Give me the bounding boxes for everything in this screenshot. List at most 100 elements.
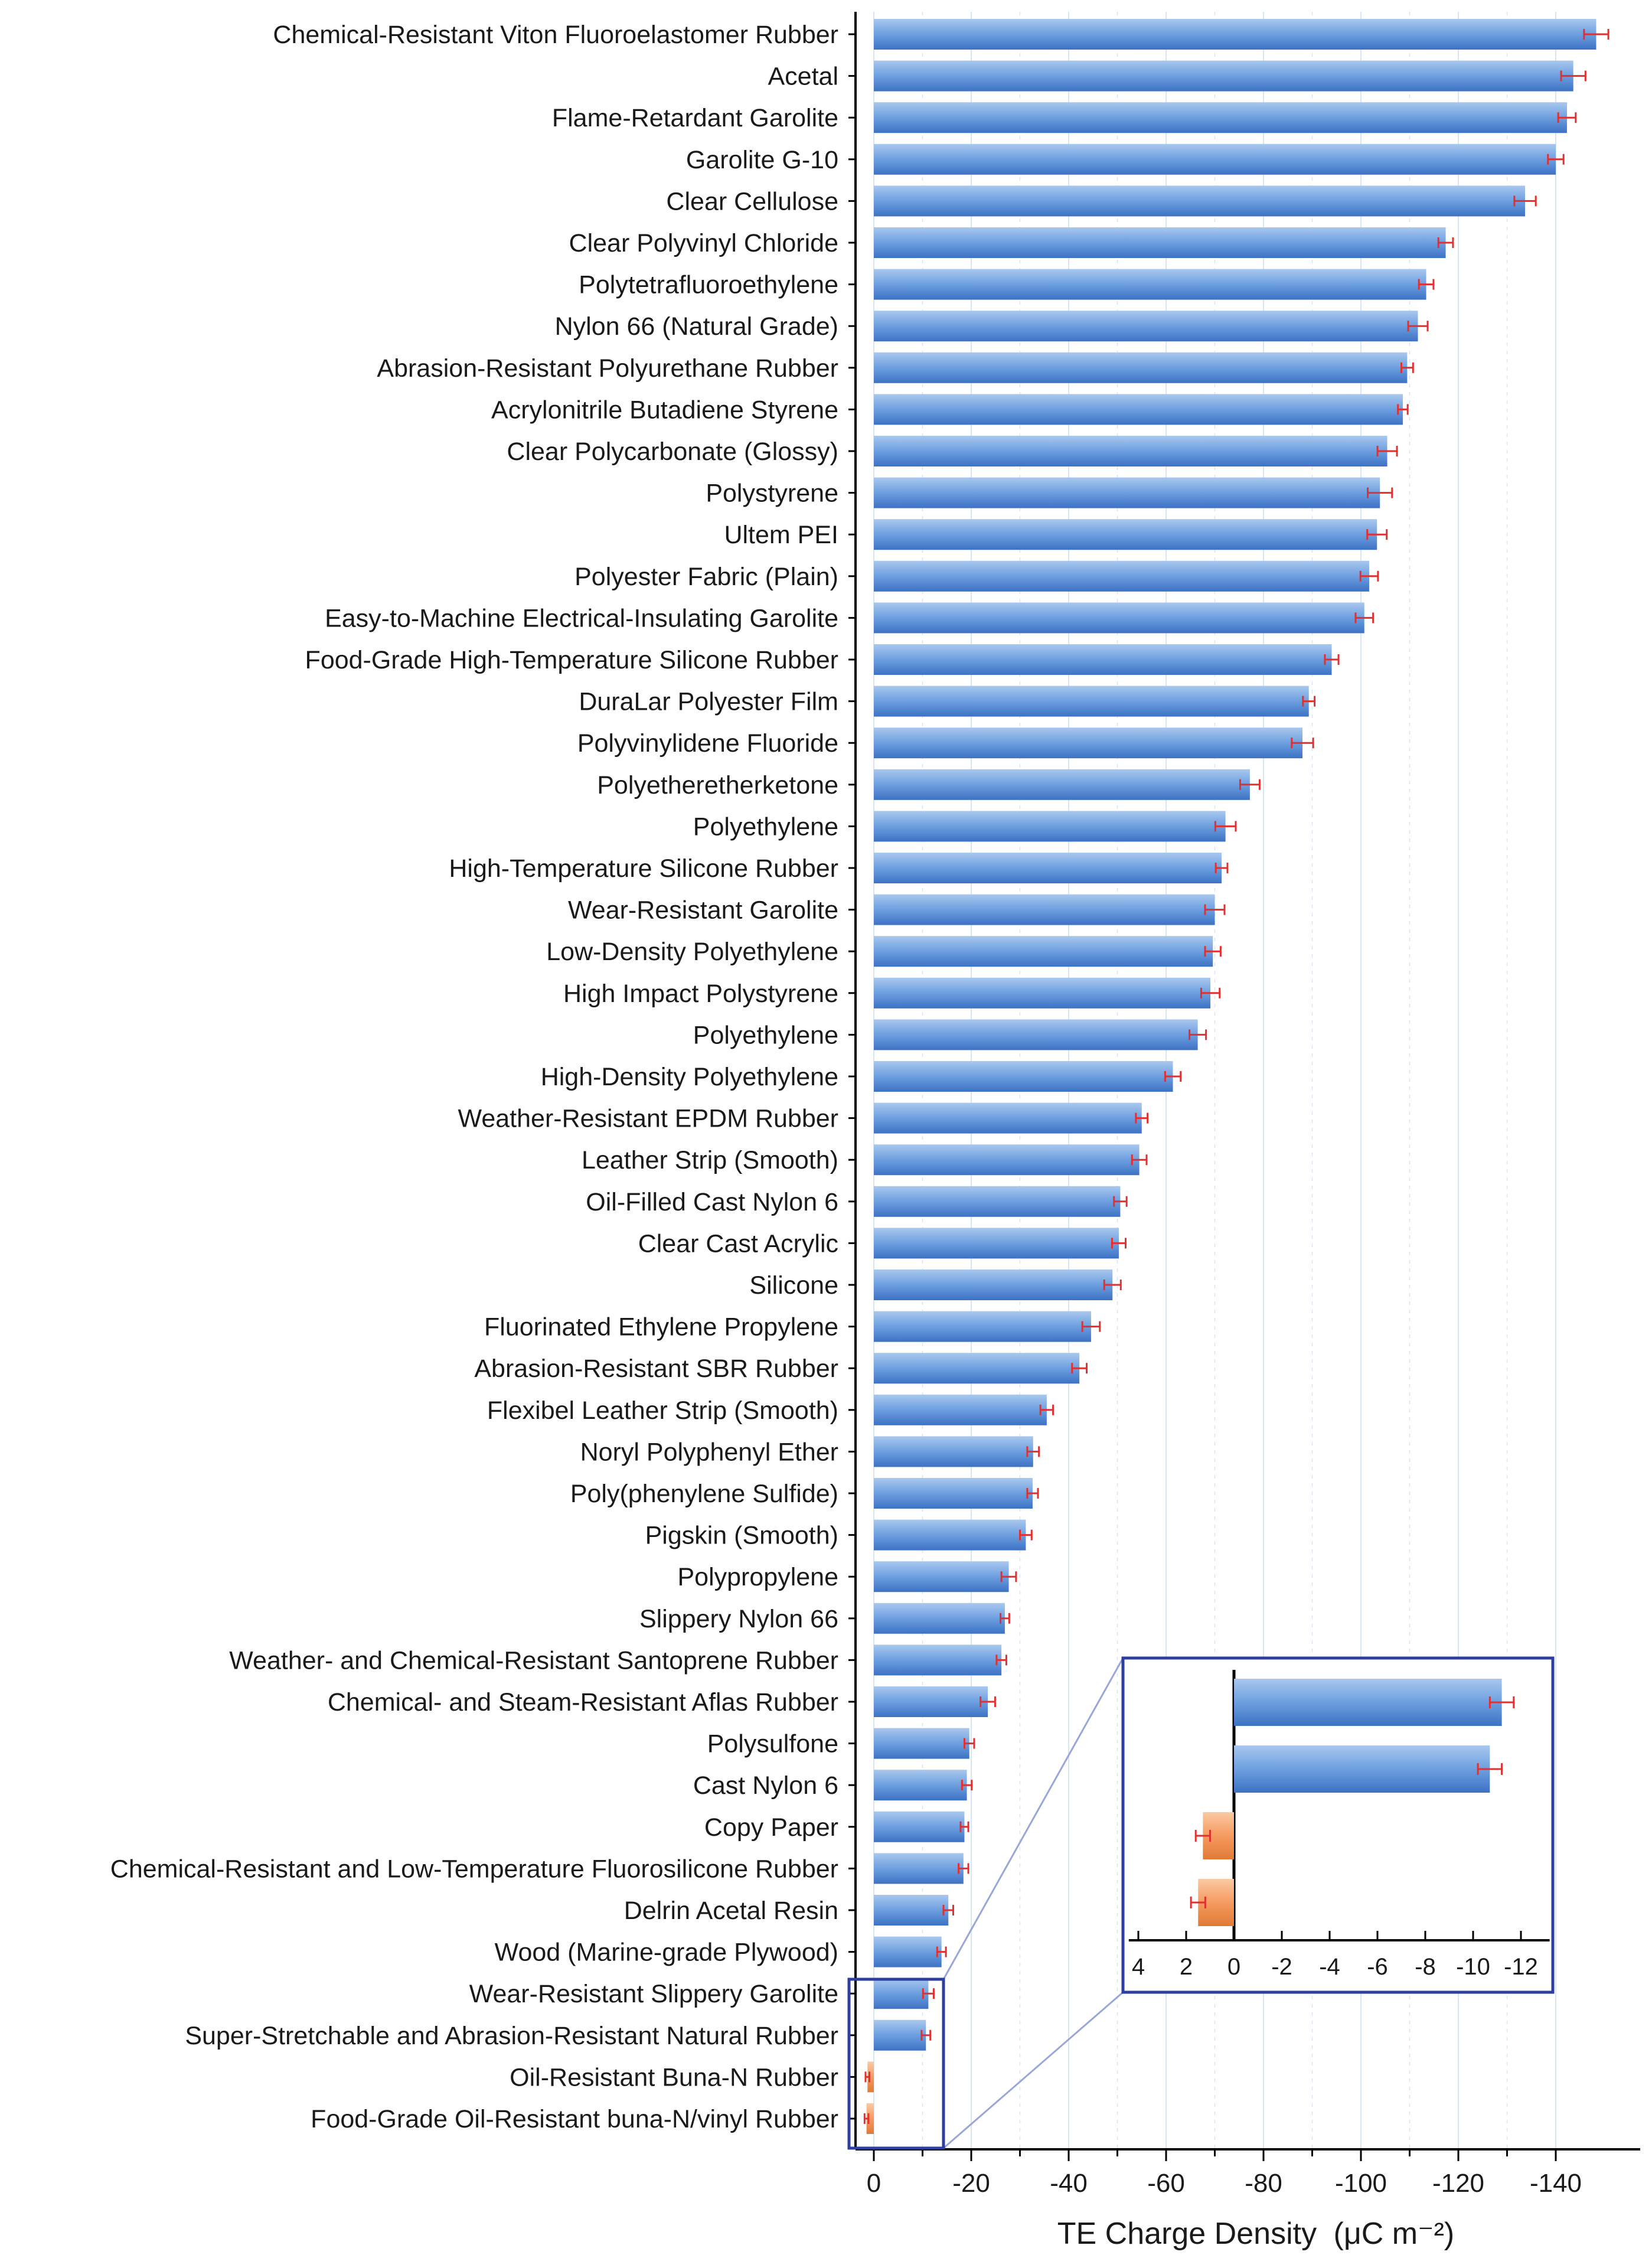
bar: [874, 1228, 1119, 1259]
bar: [874, 227, 1446, 258]
category-label: Garolite G-10: [686, 146, 838, 174]
category-label: High-Temperature Silicone Rubber: [449, 854, 838, 883]
category-label: Polyethylene: [693, 812, 838, 841]
bar: [874, 1936, 942, 1967]
bar: [874, 436, 1387, 466]
bar: [874, 1853, 964, 1884]
bar: [874, 352, 1408, 383]
inset-connector: [942, 1657, 1124, 1980]
bar: [874, 394, 1403, 425]
bar: [874, 1978, 929, 2009]
bar: [874, 977, 1211, 1009]
category-label: Chemical- and Steam-Resistant Aflas Rubb…: [328, 1688, 838, 1716]
x-tick-label: -20: [952, 2169, 990, 2198]
x-axis-title-text: TE Charge Density: [1057, 2217, 1317, 2251]
bar: [874, 1728, 969, 1759]
x-tick-label: -40: [1050, 2169, 1088, 2198]
category-label: Copy Paper: [704, 1813, 838, 1842]
bar: [874, 1311, 1091, 1342]
category-label: Wear-Resistant Garolite: [568, 896, 838, 925]
category-label: High Impact Polystyrene: [563, 980, 838, 1008]
bar: [874, 644, 1332, 675]
bar: [874, 1353, 1080, 1384]
x-axis: TE Charge Density (μC m⁻²) 0 -20 -40 -6 0 -80…: [848, 12, 1640, 2251]
bar: [874, 1644, 1002, 1676]
category-label: Polysulfone: [707, 1730, 838, 1758]
inset-bar: [1234, 1745, 1490, 1793]
category-label: Slippery Nylon 66: [639, 1605, 838, 1633]
inset-bar: [1234, 1679, 1502, 1726]
bar: [874, 1061, 1173, 1092]
x-axis-title-unit: (μC m⁻²): [1334, 2217, 1455, 2251]
category-label: Food-Grade Oil-Resistant buna-N/vinyl Ru…: [311, 2105, 838, 2133]
category-label: Polystyrene: [706, 479, 838, 508]
bar: [874, 894, 1215, 925]
category-label: Cast Nylon 6: [693, 1771, 838, 1800]
category-label: Ultem PEI: [724, 521, 838, 549]
category-label: Oil-Resistant Buna-N Rubber: [510, 2063, 838, 2091]
category-label: Chemical-Resistant and Low-Temperature F…: [110, 1855, 838, 1883]
category-label: Food-Grade High-Temperature Silicone Rub…: [305, 646, 838, 674]
bar: [874, 602, 1364, 634]
category-label: Polyetheretherketone: [597, 771, 838, 799]
bar: [874, 477, 1380, 508]
x-axis-title: TE Charge Density (μC m⁻²): [1057, 2217, 1454, 2251]
category-label: Clear Cellulose: [666, 187, 838, 216]
category-label: Abrasion-Resistant SBR Rubber: [474, 1355, 838, 1383]
inset-connector: [943, 1991, 1124, 2149]
category-label: Wear-Resistant Slippery Garolite: [469, 1980, 838, 2008]
bar: [874, 1186, 1121, 1217]
bar: [874, 853, 1222, 883]
category-label: Clear Polyvinyl Chloride: [569, 229, 838, 257]
bar: [874, 1270, 1113, 1300]
inset-x-tick-label: 4: [1132, 1954, 1145, 1980]
bar: [874, 1394, 1047, 1425]
x-tick-label: 0: [867, 2169, 881, 2198]
x-tick-label: -100: [1335, 2169, 1387, 2198]
category-label: Wood (Marine-grade Plywood): [495, 1939, 838, 1967]
bar: [874, 811, 1226, 842]
category-label: Weather- and Chemical-Resistant Santopre…: [229, 1646, 838, 1675]
category-label: Clear Polycarbonate (Glossy): [507, 438, 838, 466]
inset-x-tick-label: 0: [1227, 1954, 1240, 1980]
category-label: Oil-Filled Cast Nylon 6: [586, 1188, 838, 1216]
bar: [874, 686, 1309, 717]
bar-series: [863, 19, 1609, 2134]
bar: [874, 2019, 926, 2051]
bar: [874, 560, 1370, 592]
x-tick-label: -80: [1245, 2169, 1282, 2198]
category-label: Pigskin (Smooth): [645, 1522, 838, 1550]
category-label: Chemical-Resistant Viton Fluoroelastomer…: [273, 21, 838, 49]
bar: [874, 102, 1567, 133]
bar: [874, 269, 1426, 300]
category-label: Polyethylene: [693, 1021, 838, 1049]
category-label: Low-Density Polyethylene: [546, 938, 838, 966]
category-label: Nylon 66 (Natural Grade): [555, 312, 838, 341]
bar: [874, 19, 1597, 50]
category-labels: Chemical-Resistant Viton Fluoroelastomer…: [110, 21, 838, 2133]
category-label: Flame-Retardant Garolite: [552, 104, 838, 132]
bar: [874, 1770, 967, 1801]
category-label: High-Density Polyethylene: [541, 1063, 838, 1091]
category-label: Acrylonitrile Butadiene Styrene: [491, 396, 838, 424]
category-label: Polypropylene: [677, 1563, 838, 1591]
bar: [874, 727, 1302, 759]
bar: [874, 1436, 1033, 1467]
category-label: Super-Stretchable and Abrasion-Resistant…: [185, 2022, 838, 2050]
bar: [874, 1895, 949, 1926]
bar: [874, 1811, 965, 1842]
category-label: Abrasion-Resistant Polyurethane Rubber: [377, 354, 838, 383]
bar: [874, 1144, 1140, 1176]
category-label: Leather Strip (Smooth): [582, 1146, 838, 1174]
bar: [874, 519, 1377, 550]
category-label: Polyester Fabric (Plain): [574, 563, 838, 591]
bar: [874, 1561, 1009, 1593]
inset-x-tick-label: -6: [1367, 1954, 1388, 1980]
bar: [874, 769, 1250, 800]
bar: [866, 2103, 874, 2134]
bar: [874, 936, 1213, 967]
category-label: Weather-Resistant EPDM Rubber: [458, 1105, 838, 1133]
bar: [874, 1102, 1142, 1134]
inset-x-tick-label: -8: [1415, 1954, 1436, 1980]
